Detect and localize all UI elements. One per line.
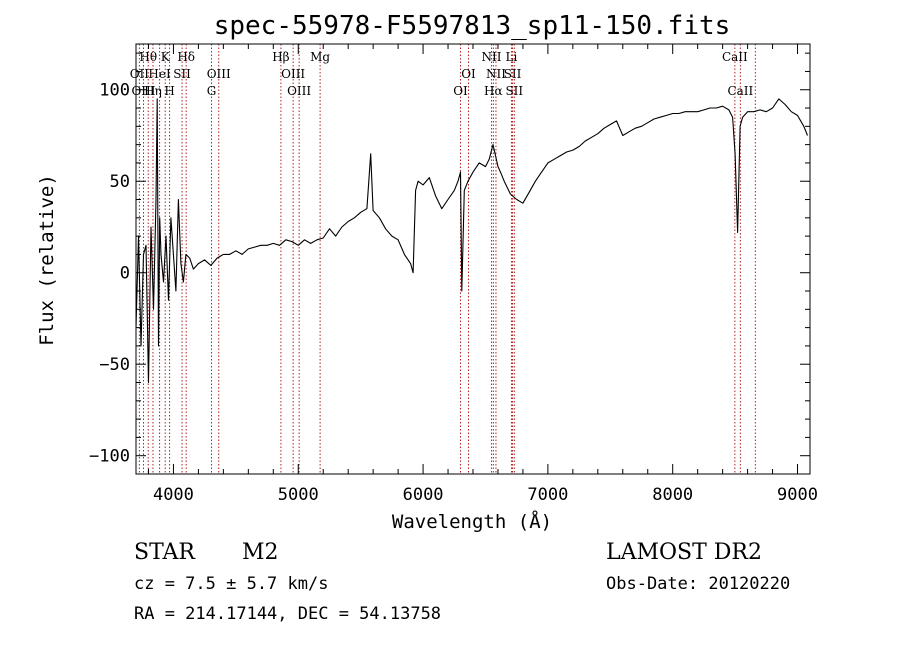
x-axis-label: Wavelength (Å) — [392, 510, 552, 533]
marker-label: NII — [486, 67, 506, 81]
marker-label: CaII — [722, 50, 748, 64]
marker-label: Hη — [144, 84, 162, 98]
axes: 4000 5000 6000 7000 8000 9000 −100 −50 0 50 100 — [89, 43, 818, 505]
y-tick-label: 50 — [110, 172, 130, 192]
y-axis-label: Flux (relative) — [36, 174, 58, 346]
y-tick-label: 100 — [99, 81, 130, 101]
marker-label: OIII — [287, 84, 311, 98]
line-markers — [138, 44, 756, 474]
x-tick-label: 7000 — [527, 485, 568, 505]
y-tick-label: −100 — [89, 447, 130, 467]
object-subclass: M2 — [242, 540, 279, 565]
x-tick-label: 4000 — [153, 485, 194, 505]
marker-label: HeI — [148, 67, 171, 81]
marker-label: OI — [453, 84, 468, 98]
object-type: STAR — [134, 540, 195, 565]
marker-label: SII — [173, 67, 191, 81]
marker-label: CaII — [727, 84, 753, 98]
marker-label: OIII — [207, 67, 231, 81]
marker-label: G — [207, 84, 217, 98]
marker-label: Hδ — [177, 50, 195, 64]
observation-date: Obs-Date: 20120220 — [606, 574, 791, 594]
marker-label: H — [164, 84, 174, 98]
y-tick-label: −50 — [99, 355, 130, 375]
marker-label: Hβ — [272, 50, 289, 64]
marker-label: OII — [130, 67, 150, 81]
marker-label: Hα — [484, 84, 503, 98]
marker-label: NII — [481, 50, 501, 64]
marker-label: Hθ — [139, 50, 157, 64]
marker-label: OIII — [281, 67, 305, 81]
spectrum-series-line — [135, 98, 809, 384]
x-tick-label: 8000 — [652, 485, 693, 505]
marker-label: OIII — [131, 84, 155, 98]
coordinates: RA = 214.17144, DEC = 54.13758 — [134, 604, 442, 624]
survey-name: LAMOST DR2 — [606, 540, 762, 565]
marker-label: Li — [506, 50, 518, 64]
marker-label: OI — [461, 67, 476, 81]
marker-label: K — [161, 50, 171, 64]
redshift-cz: cz = 7.5 ± 5.7 km/s — [134, 574, 329, 594]
marker-label: SII — [505, 84, 523, 98]
x-tick-label: 9000 — [777, 485, 818, 505]
x-tick-label: 6000 — [403, 485, 444, 505]
y-tick-label: 0 — [120, 264, 130, 284]
x-tick-label: 5000 — [278, 485, 319, 505]
marker-label: SII — [504, 67, 522, 81]
marker-label: Mg — [310, 50, 330, 64]
chart-title: spec-55978-F5597813_sp11-150.fits — [214, 11, 731, 41]
series-layer — [135, 98, 809, 384]
